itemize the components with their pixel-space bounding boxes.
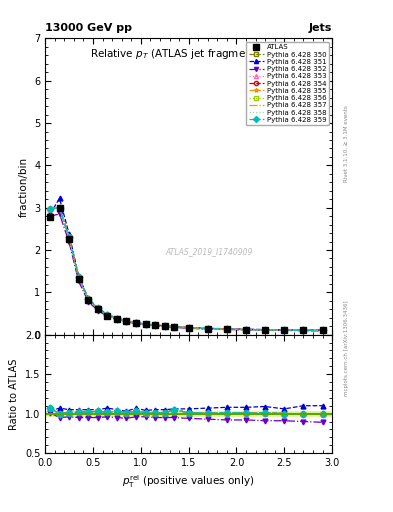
X-axis label: $p_{\mathrm{T}}^{\mathrm{rel}}$ (positive values only): $p_{\mathrm{T}}^{\mathrm{rel}}$ (positiv… bbox=[123, 474, 255, 490]
Text: ATLAS_2019_I1740909: ATLAS_2019_I1740909 bbox=[165, 247, 252, 256]
Text: Relative $p_{T}$ (ATLAS jet fragmentation): Relative $p_{T}$ (ATLAS jet fragmentatio… bbox=[90, 47, 287, 61]
Text: 13000 GeV pp: 13000 GeV pp bbox=[45, 23, 132, 33]
Text: Jets: Jets bbox=[309, 23, 332, 33]
Y-axis label: fraction/bin: fraction/bin bbox=[18, 157, 29, 217]
Legend: ATLAS, Pythia 6.428 350, Pythia 6.428 351, Pythia 6.428 352, Pythia 6.428 353, P: ATLAS, Pythia 6.428 350, Pythia 6.428 35… bbox=[246, 42, 329, 125]
Text: Rivet 3.1.10, ≥ 3.1M events: Rivet 3.1.10, ≥ 3.1M events bbox=[344, 105, 349, 182]
Text: mcplots.cern.ch [arXiv:1306.3436]: mcplots.cern.ch [arXiv:1306.3436] bbox=[344, 301, 349, 396]
Y-axis label: Ratio to ATLAS: Ratio to ATLAS bbox=[9, 358, 19, 430]
